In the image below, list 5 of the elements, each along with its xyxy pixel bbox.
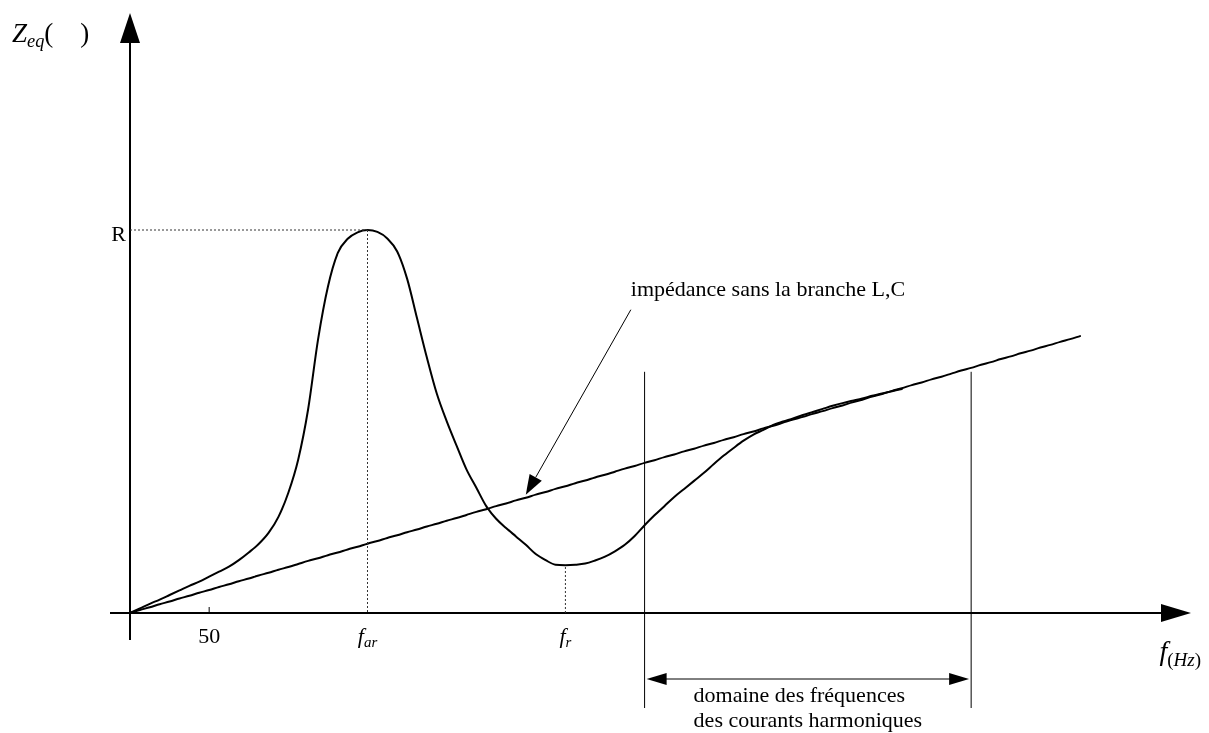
x-axis-title: f(Hz)	[1159, 635, 1202, 671]
annotation: R	[111, 221, 127, 246]
text: impédance sans la branche L,C	[630, 275, 906, 301]
text: domaine des fréquences des courants harmoniques	[693, 682, 923, 732]
x-tick-label: 50	[198, 623, 221, 648]
